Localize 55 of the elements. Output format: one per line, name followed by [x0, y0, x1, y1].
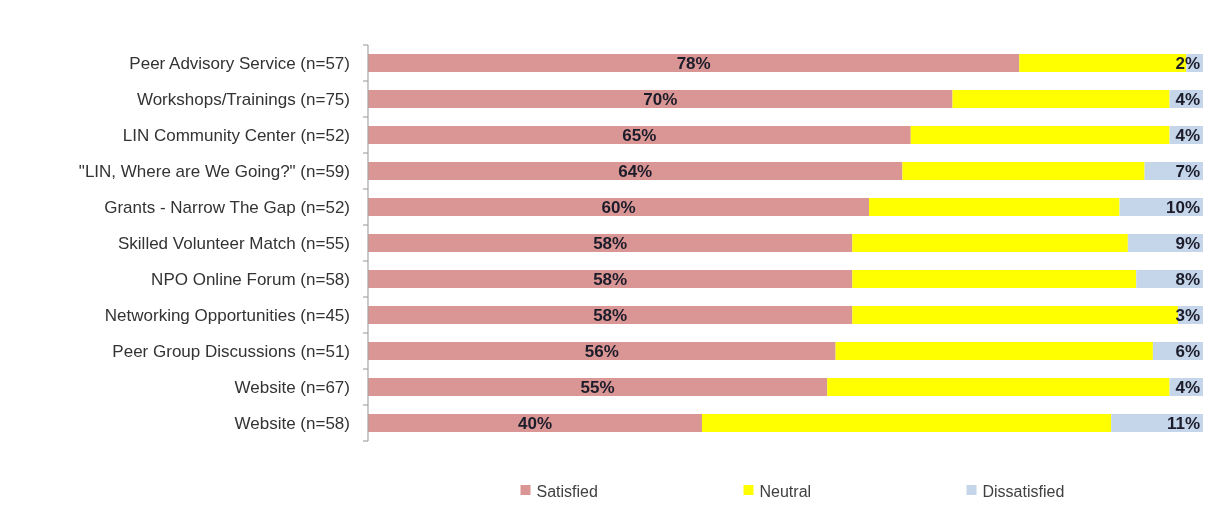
bar	[852, 270, 1137, 288]
data-label: 58%	[593, 305, 628, 325]
bar	[952, 90, 1170, 108]
bar	[835, 342, 1153, 360]
bar	[827, 378, 1170, 396]
y-tick-label: LIN Community Center (n=52)	[122, 125, 350, 145]
y-tick-label: Website (n=58)	[234, 413, 350, 433]
data-label: 10%	[1165, 197, 1200, 217]
data-label: 58%	[593, 269, 628, 289]
y-tick-label: "LIN, Where are We Going?" (n=59)	[78, 161, 350, 181]
data-label: 40%	[517, 413, 553, 433]
bar	[368, 378, 828, 396]
bar	[852, 306, 1178, 324]
legend-label: Satisfied	[536, 483, 598, 500]
bar	[902, 162, 1145, 180]
y-tick-label: Peer Group Discussions (n=51)	[112, 341, 350, 361]
bar	[368, 162, 903, 180]
data-label: 60%	[601, 197, 636, 217]
data-label: 78%	[676, 53, 711, 73]
data-label: 8%	[1175, 269, 1200, 289]
data-label: 55%	[580, 377, 615, 397]
data-label: 65%	[622, 125, 657, 145]
bar	[368, 234, 853, 252]
y-tick-label: Grants - Narrow The Gap (n=52)	[104, 197, 350, 217]
data-label: 70%	[643, 89, 678, 109]
bar	[368, 126, 911, 144]
bar	[368, 54, 1020, 72]
y-tick-label: Networking Opportunities (n=45)	[104, 305, 350, 325]
y-tick-label: Peer Advisory Service (n=57)	[129, 53, 350, 73]
bar	[869, 198, 1120, 216]
bar	[702, 414, 1112, 432]
legend-label: Dissatisfied	[982, 483, 1065, 500]
y-tick-label: NPO Online Forum (n=58)	[151, 269, 350, 289]
data-label: 4%	[1175, 377, 1200, 397]
data-label: 6%	[1175, 341, 1200, 361]
data-label: 58%	[593, 233, 628, 253]
bar	[368, 414, 702, 432]
data-label: 56%	[584, 341, 619, 361]
y-tick-label: Workshops/Trainings (n=75)	[136, 89, 350, 109]
y-tick-label: Skilled Volunteer Match (n=55)	[118, 233, 350, 253]
bar	[368, 306, 853, 324]
bar	[368, 90, 953, 108]
data-label: 4%	[1175, 89, 1200, 109]
data-label: 64%	[618, 161, 653, 181]
legend-label: Neutral	[759, 483, 812, 500]
bar	[368, 342, 836, 360]
bar	[910, 126, 1170, 144]
y-tick-label: Website (n=67)	[234, 377, 350, 397]
data-label: 9%	[1175, 233, 1200, 253]
data-label: 11%	[1166, 413, 1200, 433]
bar	[368, 270, 853, 288]
data-label: 4%	[1175, 125, 1200, 145]
bar	[852, 234, 1128, 252]
bar	[368, 198, 869, 216]
data-label: 7%	[1175, 161, 1200, 181]
